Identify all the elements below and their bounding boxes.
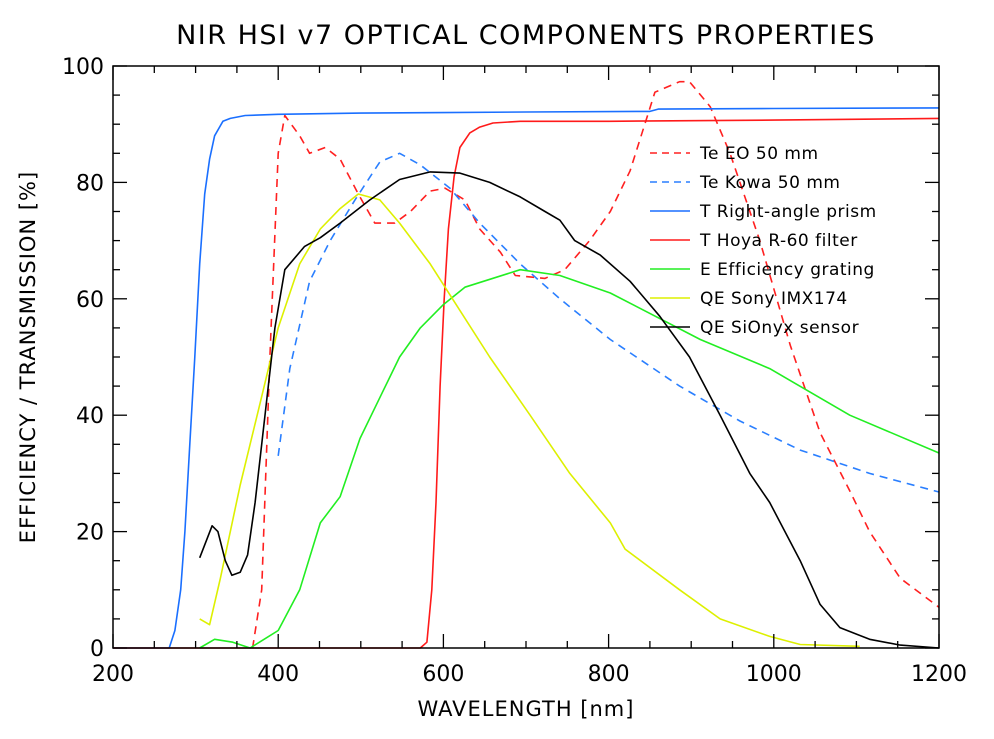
series-line-5 <box>199 193 860 648</box>
x-tick-label: 800 <box>588 662 630 687</box>
y-tick-label: 0 <box>90 637 104 662</box>
legend-label-6: QE SiOnyx sensor <box>700 318 859 338</box>
y-tick-label: 20 <box>76 521 104 546</box>
legend-label-2: T Right-angle prism <box>699 202 877 222</box>
legend-label-5: QE Sony IMX174 <box>700 289 848 309</box>
series-line-0 <box>251 80 940 649</box>
series-line-2 <box>113 107 940 649</box>
y-tick-label: 60 <box>76 288 104 313</box>
series-line-3 <box>113 117 940 649</box>
x-axis-title: WAVELENGTH [nm] <box>418 697 635 721</box>
x-tick-label: 200 <box>92 662 134 687</box>
x-tick-label: 600 <box>422 662 464 687</box>
ticks-layer: 200 400 600 800 1000 1200 0 20 40 60 80 100 <box>62 55 967 687</box>
legend-label-1: Te Kowa 50 mm <box>699 173 840 193</box>
x-tick-label: 1200 <box>911 662 967 687</box>
x-tick-label: 1000 <box>746 662 802 687</box>
y-tick-label: 40 <box>76 404 104 429</box>
y-tick-label: 80 <box>76 171 104 196</box>
legend-label-4: E Efficiency grating <box>700 260 875 280</box>
legend: Te EO 50 mm Te Kowa 50 mm T Right-angle pr… <box>650 144 877 338</box>
legend-label-3: T Hoya R-60 filter <box>699 231 858 251</box>
x-tick-label: 400 <box>257 662 299 687</box>
y-axis-title: EFFICIENCY / TRANSMISSION [%] <box>16 171 40 543</box>
y-tick-label: 100 <box>62 55 104 80</box>
series-line-6 <box>198 171 940 649</box>
series-line-4 <box>199 268 940 649</box>
series-line-1 <box>277 152 940 493</box>
chart-title: NIR HSI v7 OPTICAL COMPONENTS PROPERTIES <box>176 20 876 51</box>
legend-label-0: Te EO 50 mm <box>699 144 819 164</box>
series-layer <box>113 80 940 649</box>
